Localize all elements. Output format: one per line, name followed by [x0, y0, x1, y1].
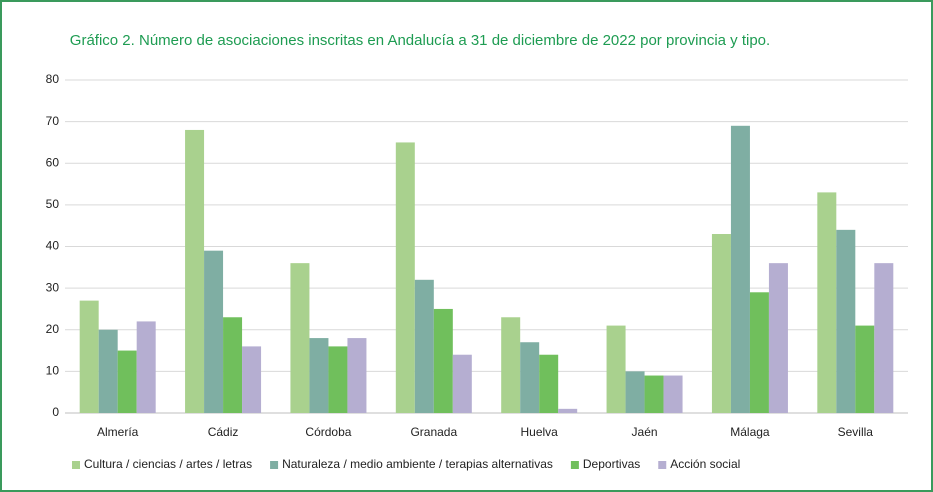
- bar: [558, 408, 578, 413]
- bar: [98, 329, 118, 413]
- bar: [79, 300, 99, 413]
- legend-label: Cultura / ciencias / artes / letras: [84, 457, 252, 471]
- legend-swatch: [570, 461, 579, 469]
- y-tick-label: 0: [52, 405, 59, 419]
- bar: [749, 292, 769, 413]
- bar: [855, 325, 875, 413]
- bar: [663, 375, 683, 413]
- legend-swatch: [658, 461, 667, 469]
- bar: [347, 338, 367, 413]
- bar: [606, 325, 626, 413]
- bar: [452, 354, 472, 413]
- legend-label: Naturaleza / medio ambiente / terapias a…: [282, 457, 553, 471]
- bar: [625, 371, 645, 413]
- bar: [711, 234, 731, 413]
- x-tick-label: Jaén: [632, 425, 658, 439]
- bar: [136, 321, 156, 413]
- legend-label: Deportivas: [583, 457, 640, 471]
- y-tick-label: 50: [46, 197, 60, 211]
- bar: [433, 308, 453, 413]
- x-tick-label: Cádiz: [208, 425, 239, 439]
- bar: [817, 192, 837, 413]
- y-tick-label: 20: [46, 322, 60, 336]
- bar: [395, 142, 415, 413]
- y-tick-label: 40: [46, 239, 60, 253]
- legend-swatch: [72, 461, 80, 469]
- bar: [242, 346, 262, 413]
- x-tick-label: Almería: [97, 425, 139, 439]
- y-tick-label: 30: [46, 280, 60, 294]
- x-tick-label: Huelva: [521, 425, 559, 439]
- x-tick-label: Málaga: [730, 425, 770, 439]
- y-tick-label: 70: [46, 114, 60, 128]
- bar: [874, 263, 894, 413]
- bar: [309, 338, 329, 413]
- legend-swatch: [270, 461, 279, 469]
- bar: [644, 375, 664, 413]
- bar: [730, 125, 750, 413]
- bar: [204, 250, 224, 413]
- bar: [501, 317, 521, 413]
- y-tick-label: 10: [46, 364, 60, 378]
- bar: [414, 279, 434, 413]
- bar: [836, 229, 856, 413]
- chart-title: Gráfico 2. Número de asociaciones inscri…: [69, 32, 771, 49]
- bar: [539, 354, 559, 413]
- bar: [520, 342, 540, 413]
- bar: [328, 346, 348, 413]
- bar: [117, 350, 137, 413]
- bar: [768, 263, 788, 413]
- x-tick-label: Granada: [410, 425, 457, 439]
- bar: [185, 129, 205, 413]
- bar: [223, 317, 243, 413]
- x-tick-label: Sevilla: [838, 425, 874, 439]
- bar: [290, 263, 310, 413]
- legend-label: Acción social: [670, 457, 740, 471]
- y-tick-label: 80: [46, 72, 60, 86]
- y-tick-label: 60: [46, 155, 60, 169]
- x-tick-label: Córdoba: [305, 425, 351, 439]
